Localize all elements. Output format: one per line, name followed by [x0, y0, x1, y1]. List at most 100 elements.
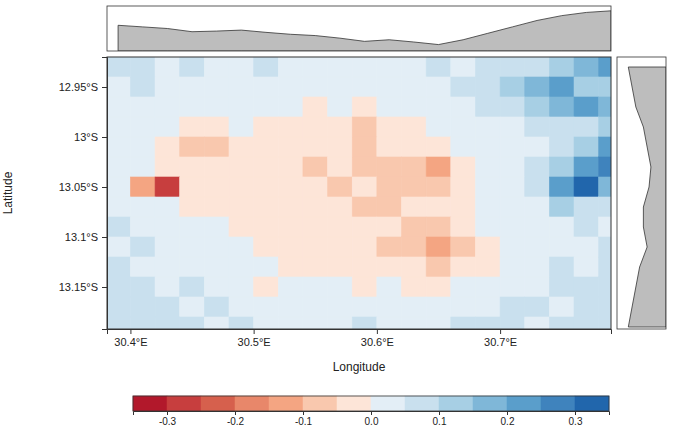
heatmap-cell — [377, 257, 402, 277]
heatmap-cell — [278, 257, 303, 277]
heatmap-cell — [130, 257, 155, 277]
colorbar-bin — [575, 396, 609, 411]
heatmap-cell — [377, 297, 402, 317]
heatmap-cell — [229, 217, 254, 237]
heatmap-cell — [426, 117, 451, 137]
heatmap-cell — [500, 297, 525, 317]
heatmap-cell — [500, 257, 525, 277]
heatmap-cell — [500, 217, 525, 237]
heatmap-cells — [107, 57, 611, 329]
heatmap-cell — [549, 77, 574, 97]
heatmap-cell — [402, 57, 427, 77]
tick: 13.15°S — [59, 281, 107, 293]
colorbar-bin — [167, 396, 201, 411]
heatmap-cell — [451, 297, 476, 317]
y-axis: 12.95°S13°S13.05°S13.1°S13.15°S — [59, 58, 108, 330]
heatmap-cell — [451, 177, 476, 197]
heatmap-cell — [130, 177, 155, 197]
heatmap-cell — [180, 217, 205, 237]
heatmap-cell — [107, 297, 130, 317]
heatmap-cell — [500, 197, 525, 217]
heatmap-cell — [574, 237, 599, 257]
heatmap-cell — [525, 197, 550, 217]
heatmap-cell — [475, 137, 500, 157]
tick: 30.6°E — [361, 329, 394, 348]
heatmap-cell — [475, 117, 500, 137]
heatmap-cell — [107, 97, 130, 117]
heatmap-cell — [204, 57, 229, 77]
colorbar-bin — [269, 396, 303, 411]
tick-label: 13.15°S — [59, 281, 98, 293]
tick-label: -0.2 — [227, 416, 245, 427]
heatmap-cell — [525, 317, 550, 329]
tick-label: 13.1°S — [65, 231, 98, 243]
heatmap-cell — [107, 217, 130, 237]
heatmap-cell — [303, 317, 328, 329]
heatmap-cell — [599, 57, 611, 77]
heatmap-cell — [525, 277, 550, 297]
heatmap-cell — [475, 217, 500, 237]
heatmap-cell — [500, 97, 525, 117]
heatmap-cell — [254, 257, 279, 277]
heatmap-cell — [574, 157, 599, 177]
tick: -0.3 — [159, 411, 177, 427]
heatmap-cell — [549, 237, 574, 257]
heatmap-cell — [402, 137, 427, 157]
heatmap-cell — [451, 237, 476, 257]
heatmap-cell — [352, 297, 377, 317]
heatmap-cell — [402, 117, 427, 137]
heatmap-cell — [402, 277, 427, 297]
tick-mark — [102, 187, 107, 188]
heatmap-cell — [278, 117, 303, 137]
heatmap-cell — [402, 77, 427, 97]
heatmap-cell — [155, 157, 180, 177]
heatmap-cell — [155, 97, 180, 117]
heatmap-cell — [303, 77, 328, 97]
heatmap-cell — [574, 97, 599, 117]
heatmap-cell — [352, 317, 377, 329]
heatmap-cell — [303, 197, 328, 217]
tick-mark — [377, 329, 378, 334]
heatmap-cell — [574, 197, 599, 217]
heatmap-cell — [155, 277, 180, 297]
heatmap-cell — [377, 77, 402, 97]
heatmap-cell — [377, 57, 402, 77]
heatmap-cell — [599, 77, 611, 97]
heatmap-cell — [377, 317, 402, 329]
heatmap-cell — [426, 77, 451, 97]
colorbar-bin — [371, 396, 405, 411]
heatmap-cell — [328, 77, 353, 97]
heatmap-cell — [254, 117, 279, 137]
heatmap-cell — [402, 217, 427, 237]
heatmap-cell — [549, 117, 574, 137]
heatmap-cell — [155, 117, 180, 137]
heatmap-cell — [402, 257, 427, 277]
top-profile-group — [118, 11, 611, 51]
heatmap-cell — [599, 217, 611, 237]
heatmap-cell — [204, 157, 229, 177]
heatmap-cell — [352, 137, 377, 157]
heatmap-cell — [180, 157, 205, 177]
heatmap-cell — [130, 197, 155, 217]
tick-mark — [575, 411, 576, 415]
heatmap-cell — [229, 177, 254, 197]
colorbar-bin — [507, 396, 541, 411]
tick: 13.1°S — [65, 231, 107, 243]
heatmap-cell — [352, 117, 377, 137]
heatmap-cell — [549, 257, 574, 277]
heatmap-cell — [377, 237, 402, 257]
heatmap-cell — [155, 197, 180, 217]
heatmap-cell — [426, 197, 451, 217]
heatmap-cell — [377, 137, 402, 157]
heatmap-cell — [402, 197, 427, 217]
heatmap-cell — [130, 217, 155, 237]
tick-label: 30.7°E — [484, 336, 517, 348]
heatmap-cell — [278, 317, 303, 329]
heatmap-cell — [500, 157, 525, 177]
heatmap-cell — [328, 317, 353, 329]
heatmap-cell — [155, 237, 180, 257]
heatmap-cell — [500, 237, 525, 257]
heatmap-cell — [525, 57, 550, 77]
tick: -0.1 — [295, 411, 313, 427]
heatmap-cell — [278, 177, 303, 197]
